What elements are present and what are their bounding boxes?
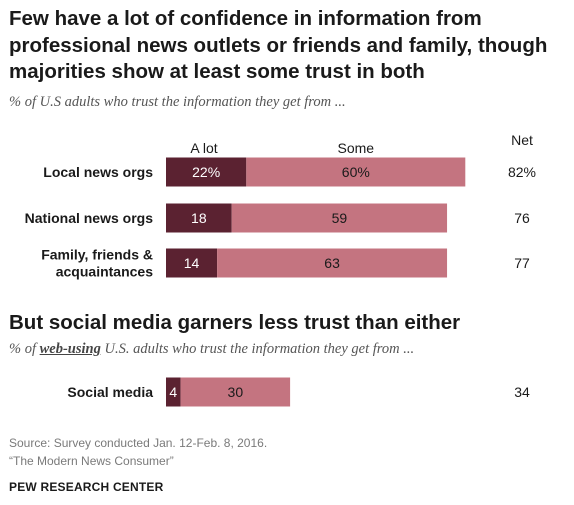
chart-subtitle: % of U.S adults who trust the informatio…	[9, 94, 346, 110]
value-label-some: 59	[332, 210, 348, 226]
net-value: 82%	[508, 164, 536, 180]
value-label-a-lot: 4	[169, 384, 177, 400]
category-label: acquaintances	[56, 264, 153, 280]
legend-a-lot: A lot	[190, 140, 217, 156]
subtitle2-emphasis: web-using	[39, 341, 101, 357]
bar-some	[180, 377, 291, 407]
chart-1-svg: A lot Some Net Local news orgs 22% 60% 82% Nati…	[25, 132, 536, 280]
source-line-1: Source: Survey conducted Jan. 12-Feb. 8,…	[9, 436, 268, 450]
bar-a-lot	[166, 377, 181, 407]
category-label: Social media	[67, 384, 153, 400]
value-label-a-lot: 18	[191, 210, 207, 226]
net-value: 77	[514, 255, 530, 271]
bar-a-lot	[166, 248, 218, 278]
value-label-a-lot: 22%	[192, 164, 220, 180]
category-label: National news orgs	[25, 210, 154, 226]
chart-title: Few have a lot of confidence in informat…	[9, 7, 548, 83]
category-label: Local news orgs	[43, 164, 153, 180]
bar-some	[217, 248, 448, 278]
source-note: Source: Survey conducted Jan. 12-Feb. 8,…	[9, 434, 267, 470]
legend-some: Some	[338, 140, 375, 156]
source-line-2: “The Modern News Consumer”	[9, 454, 174, 468]
value-label-some: 63	[324, 255, 340, 271]
bar-a-lot	[166, 203, 232, 233]
category-label: Family, friends &	[41, 247, 153, 263]
value-label-some: 60%	[342, 164, 370, 180]
section-2-title: But social media garners less trust than…	[9, 311, 461, 334]
net-value: 76	[514, 210, 530, 226]
net-value: 34	[514, 384, 530, 400]
bar-some	[246, 157, 466, 187]
value-label-a-lot: 14	[184, 255, 200, 271]
subtitle2-prefix: % of	[9, 341, 40, 357]
subtitle2-suffix: U.S. adults who trust the information th…	[100, 341, 415, 357]
bar-some	[231, 203, 448, 233]
section-2-subtitle: % of web-using U.S. adults who trust the…	[9, 341, 414, 358]
bar-a-lot	[166, 157, 247, 187]
net-header: Net	[511, 132, 533, 148]
value-label-some: 30	[228, 384, 244, 400]
organization-name: PEW RESEARCH CENTER	[9, 480, 164, 494]
